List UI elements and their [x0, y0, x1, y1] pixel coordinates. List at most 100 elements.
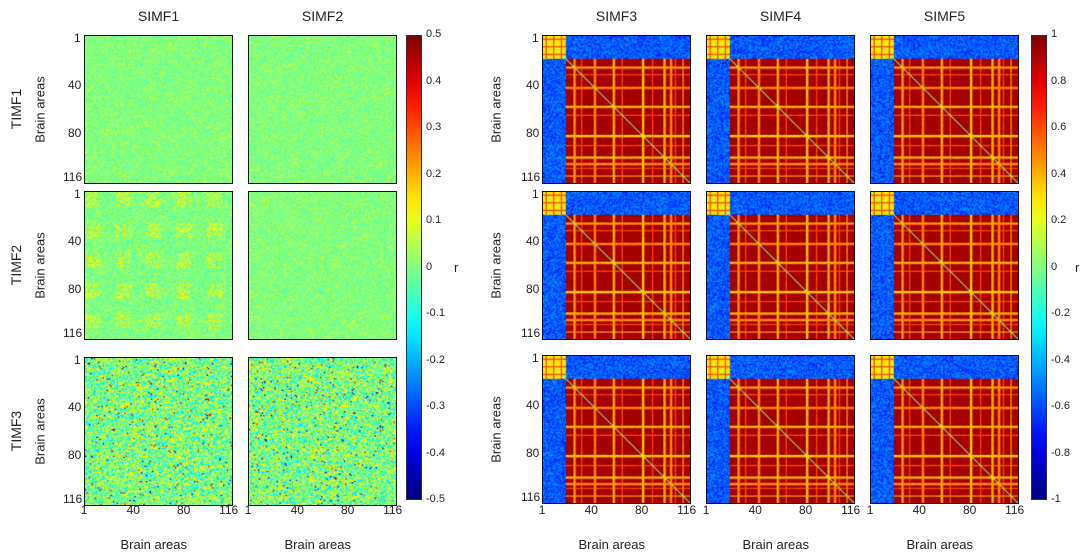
colorbar-tick-label: 0.8	[1051, 74, 1067, 87]
row-title-timf2: TIMF2	[8, 244, 24, 285]
y-axis-label: Brain areas	[32, 75, 48, 143]
colorbar-tick-label: -0.8	[1051, 446, 1070, 459]
x-tick-label: 116	[1005, 503, 1025, 517]
colorbar-tick-label: -0.2	[426, 353, 445, 366]
heatmap-cells	[249, 192, 396, 339]
y-tick-label: 116	[63, 492, 83, 506]
y-tick-label: 116	[63, 326, 83, 340]
y-axis-label: Brain areas	[488, 231, 504, 299]
colorbar-left	[406, 35, 422, 500]
x-tick-label: 116	[383, 503, 403, 517]
y-tick-label: 116	[63, 170, 83, 184]
heatmap-timf3-simf5	[870, 355, 1019, 504]
colorbar-tick-label: 0	[1051, 260, 1058, 273]
colorbar-label: r	[454, 259, 459, 275]
y-tick-label: 40	[526, 234, 540, 249]
colorbar-tick-label: -0.6	[1051, 400, 1070, 412]
x-tick-label: 1	[538, 503, 546, 517]
x-tick-label: 80	[799, 503, 813, 517]
y-axis-label: Brain areas	[488, 395, 504, 463]
y-tick-label: 40	[68, 400, 82, 415]
x-axis-label: Brain areas	[578, 537, 645, 552]
colorbar-right	[1031, 35, 1047, 500]
heatmap-timf1-simf4	[706, 35, 855, 184]
heatmap-timf1-simf5	[870, 35, 1019, 184]
heatmap-cells	[85, 36, 232, 183]
y-axis-label: Brain areas	[32, 231, 48, 299]
colorbar-tick-label: -0.2	[1051, 307, 1070, 319]
x-axis-label: Brain areas	[284, 537, 351, 552]
y-tick-label: 40	[526, 398, 540, 413]
x-tick-label: 80	[635, 503, 649, 517]
column-title-simf4: SIMF4	[759, 8, 802, 24]
heatmap-cells	[543, 36, 690, 183]
heatmap-timf3-simf2	[248, 357, 397, 506]
y-tick-label: 80	[68, 282, 82, 297]
heatmap-timf2-simf5	[870, 191, 1019, 340]
colorbar-tick-label: 0.1	[426, 214, 442, 226]
x-tick-label: 1	[702, 503, 710, 517]
y-tick-label: 116	[521, 326, 541, 340]
heatmap-cells	[871, 356, 1018, 503]
colorbar-tick-label: 0.4	[1051, 167, 1067, 180]
x-axis-label: Brain areas	[742, 537, 809, 552]
y-axis-label: Brain areas	[32, 397, 48, 465]
colorbar-tick-label: 0.2	[1051, 214, 1067, 226]
colorbar-tick-label: -0.4	[426, 446, 445, 459]
y-tick-label: 1	[532, 31, 539, 45]
colorbar-tick-label: -1	[1051, 493, 1061, 505]
column-title-simf2: SIMF2	[301, 8, 344, 24]
colorbar-tick-label: 0.2	[426, 167, 442, 180]
heatmap-timf3-simf4	[706, 355, 855, 504]
y-tick-label: 80	[68, 448, 82, 463]
heatmap-timf2-simf1	[84, 191, 233, 340]
colorbar-tick-label: -0.3	[426, 400, 445, 412]
heatmap-timf2-simf3	[542, 191, 691, 340]
heatmap-cells	[543, 192, 690, 339]
y-tick-label: 116	[521, 490, 541, 504]
y-tick-label: 1	[532, 351, 539, 365]
heatmap-timf1-simf1	[84, 35, 233, 184]
heatmap-timf2-simf2	[248, 191, 397, 340]
heatmap-cells	[85, 358, 232, 505]
y-tick-label: 80	[526, 446, 540, 461]
y-tick-label: 40	[68, 78, 82, 93]
x-tick-label: 40	[748, 503, 762, 517]
colorbar-tick-label: -0.1	[426, 307, 445, 319]
x-tick-label: 1	[244, 503, 252, 517]
column-title-simf5: SIMF5	[923, 8, 966, 24]
y-tick-label: 80	[68, 126, 82, 141]
heatmap-timf1-simf3	[542, 35, 691, 184]
y-tick-label: 116	[521, 170, 541, 184]
colorbar-tick-label: 0.6	[1051, 121, 1067, 133]
heatmap-timf2-simf4	[706, 191, 855, 340]
colorbar-tick-label: 0	[426, 260, 433, 273]
x-tick-label: 40	[584, 503, 598, 517]
y-tick-label: 40	[526, 78, 540, 93]
y-tick-label: 1	[532, 187, 539, 201]
colorbar-tick-label: 0.4	[426, 74, 442, 87]
colorbar-tick-label: 0.3	[426, 121, 442, 133]
heatmap-cells	[249, 36, 396, 183]
x-tick-label: 116	[219, 503, 239, 517]
y-axis-label: Brain areas	[488, 75, 504, 143]
column-title-simf3: SIMF3	[595, 8, 638, 24]
colorbar-tick-label: -0.4	[1051, 353, 1070, 366]
x-tick-label: 116	[841, 503, 861, 517]
heatmap-timf1-simf2	[248, 35, 397, 184]
x-tick-label: 40	[912, 503, 926, 517]
y-tick-label: 40	[68, 234, 82, 249]
colorbar-tick-label: -0.5	[426, 493, 445, 505]
column-title-simf1: SIMF1	[137, 8, 180, 24]
row-title-timf1: TIMF1	[8, 88, 24, 129]
colorbar-label: r	[1075, 259, 1080, 275]
heatmap-timf3-simf1	[84, 357, 233, 506]
y-tick-label: 1	[74, 31, 81, 45]
heatmap-cells	[707, 356, 854, 503]
x-tick-label: 40	[126, 503, 140, 517]
heatmap-cells	[543, 356, 690, 503]
x-tick-label: 116	[677, 503, 697, 517]
y-tick-label: 1	[74, 353, 81, 367]
colorbar-tick-label: 0.5	[426, 28, 442, 40]
y-tick-label: 80	[526, 282, 540, 297]
